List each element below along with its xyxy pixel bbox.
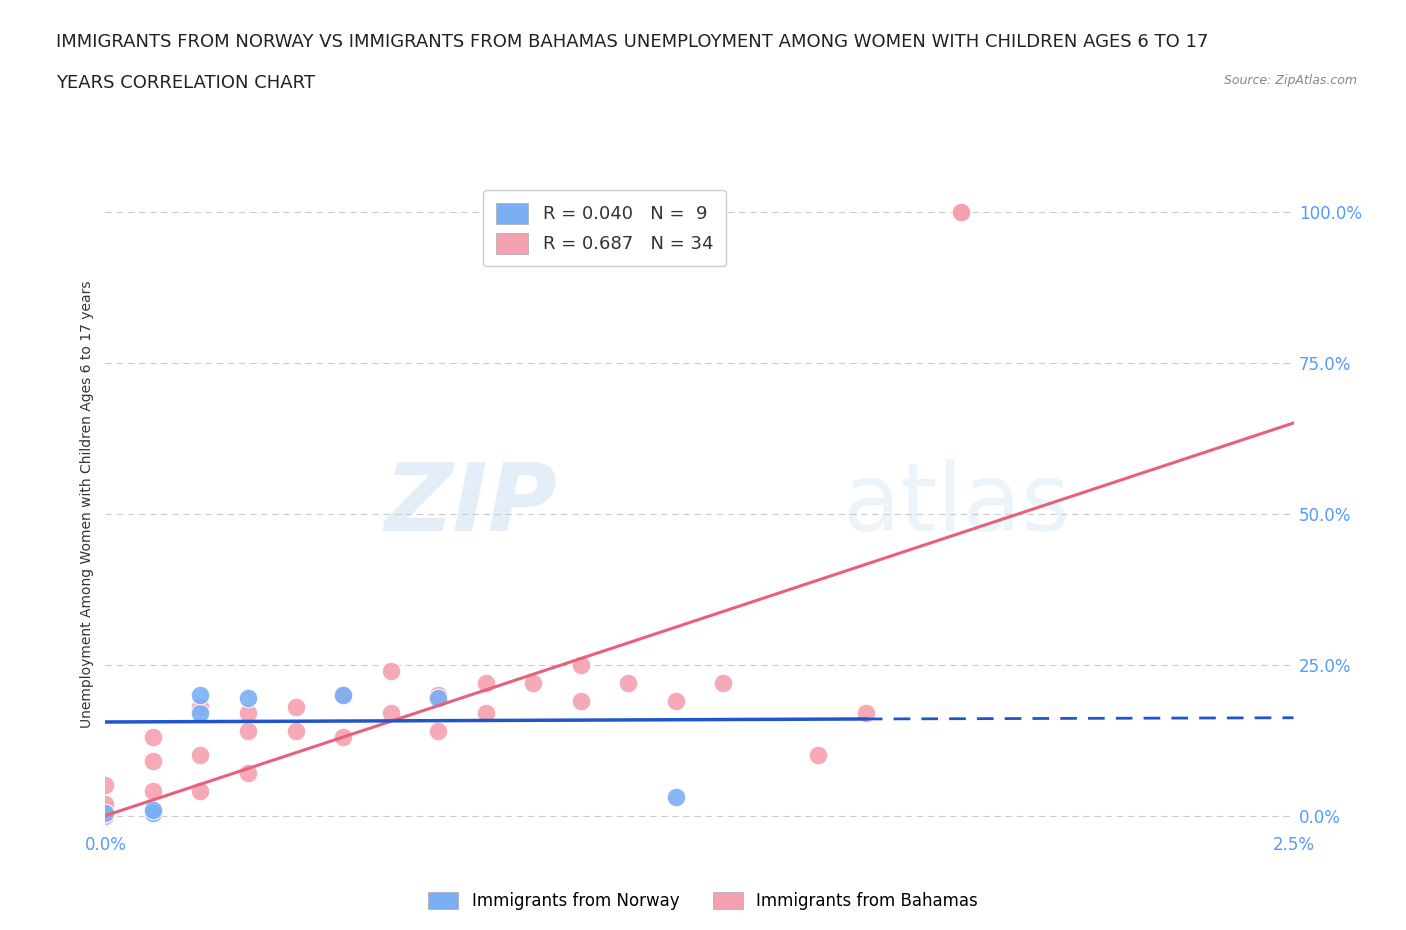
Point xyxy=(94,778,117,793)
Point xyxy=(427,690,450,705)
Point xyxy=(236,724,259,738)
Point xyxy=(665,694,688,709)
Point xyxy=(94,805,117,820)
Point xyxy=(949,204,972,219)
Point xyxy=(236,690,259,705)
Point xyxy=(284,724,307,738)
Point xyxy=(380,663,402,678)
Point xyxy=(142,730,165,745)
Point xyxy=(284,699,307,714)
Point xyxy=(142,805,165,820)
Point xyxy=(332,687,354,702)
Y-axis label: Unemployment Among Women with Children Ages 6 to 17 years: Unemployment Among Women with Children A… xyxy=(80,281,94,728)
Point xyxy=(427,687,450,702)
Point xyxy=(617,675,640,690)
Point xyxy=(142,784,165,799)
Point xyxy=(94,808,117,823)
Legend: Immigrants from Norway, Immigrants from Bahamas: Immigrants from Norway, Immigrants from … xyxy=(422,885,984,917)
Text: Source: ZipAtlas.com: Source: ZipAtlas.com xyxy=(1223,74,1357,87)
Point xyxy=(807,748,830,763)
Point xyxy=(94,803,117,817)
Point xyxy=(190,784,212,799)
Point xyxy=(522,675,544,690)
Point xyxy=(332,687,354,702)
Point xyxy=(474,675,496,690)
Point xyxy=(190,748,212,763)
Legend: R = 0.040   N =  9, R = 0.687   N = 34: R = 0.040 N = 9, R = 0.687 N = 34 xyxy=(484,191,725,266)
Point xyxy=(665,790,688,805)
Point xyxy=(142,803,165,817)
Point xyxy=(236,766,259,781)
Point xyxy=(380,706,402,721)
Point xyxy=(711,675,734,690)
Point xyxy=(332,730,354,745)
Point xyxy=(94,796,117,811)
Point xyxy=(94,805,117,820)
Text: ZIP: ZIP xyxy=(384,458,557,551)
Text: IMMIGRANTS FROM NORWAY VS IMMIGRANTS FROM BAHAMAS UNEMPLOYMENT AMONG WOMEN WITH : IMMIGRANTS FROM NORWAY VS IMMIGRANTS FRO… xyxy=(56,33,1209,50)
Point xyxy=(190,699,212,714)
Point xyxy=(236,706,259,721)
Point xyxy=(569,694,592,709)
Text: YEARS CORRELATION CHART: YEARS CORRELATION CHART xyxy=(56,74,315,92)
Point xyxy=(569,658,592,672)
Text: atlas: atlas xyxy=(842,458,1070,551)
Point xyxy=(190,687,212,702)
Point xyxy=(142,754,165,769)
Point xyxy=(190,706,212,721)
Point xyxy=(949,204,972,219)
Point xyxy=(474,706,496,721)
Point xyxy=(427,724,450,738)
Point xyxy=(855,706,877,721)
